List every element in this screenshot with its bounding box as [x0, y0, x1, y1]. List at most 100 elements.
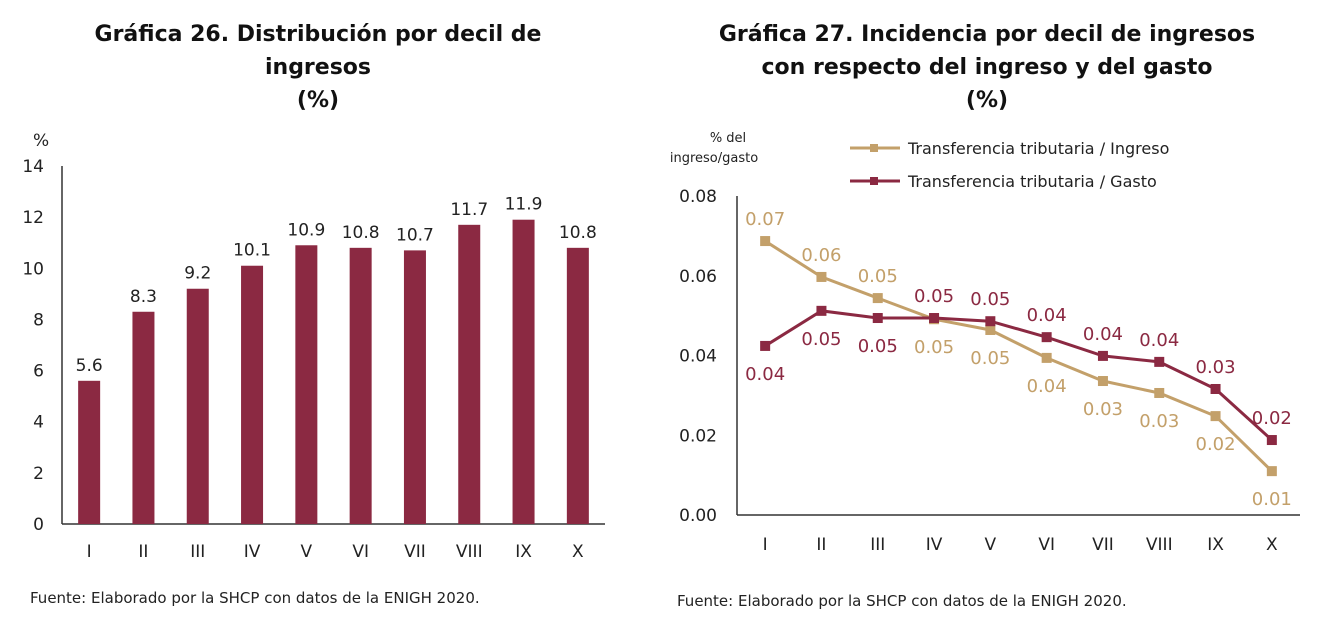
- point-data-label: 0.07: [745, 209, 785, 230]
- chart-26-title-line3: (%): [297, 88, 339, 113]
- y-tick-label: 12: [22, 208, 44, 228]
- x-tick-label: IV: [244, 542, 261, 562]
- legend-label: Transferencia tributaria / Ingreso: [907, 139, 1169, 158]
- bar-data-label: 11.7: [450, 200, 488, 220]
- series-marker: [872, 313, 883, 324]
- series-marker: [1266, 466, 1277, 477]
- x-tick-label: VI: [352, 542, 369, 562]
- y-tick-label: 0.04: [679, 347, 717, 367]
- series-marker: [1210, 411, 1221, 422]
- x-tick-label: VI: [1038, 535, 1055, 555]
- point-data-label: 0.04: [745, 364, 785, 385]
- y-tick-label: 0: [33, 515, 44, 535]
- bar-data-label: 10.1: [233, 241, 271, 261]
- y-tick-label: 2: [33, 464, 44, 484]
- series-marker: [1154, 356, 1165, 367]
- bar-data-label: 10.8: [559, 223, 597, 243]
- series-marker: [760, 236, 771, 247]
- x-tick-label: I: [87, 542, 92, 562]
- bar: [512, 219, 535, 524]
- series-marker: [1154, 387, 1165, 398]
- chart-26-source: Fuente: Elaborado por la SHCP con datos …: [30, 589, 480, 607]
- x-tick-label: I: [763, 535, 768, 555]
- series-line: [764, 239, 1273, 473]
- series-marker: [872, 293, 883, 304]
- point-data-label: 0.02: [1252, 408, 1292, 429]
- point-data-label: 0.02: [1196, 434, 1236, 455]
- x-tick-label: X: [572, 542, 584, 562]
- bar: [132, 311, 155, 524]
- point-data-label: 0.05: [970, 289, 1010, 310]
- bar: [186, 288, 209, 524]
- bar-data-label: 10.7: [396, 225, 434, 245]
- bar-data-label: 8.3: [130, 287, 157, 307]
- bar: [295, 245, 318, 524]
- x-tick-label: X: [1266, 535, 1278, 555]
- legend-marker: [870, 144, 878, 152]
- bar-data-label: 11.9: [505, 195, 543, 215]
- point-data-label: 0.03: [1083, 399, 1123, 420]
- x-tick-label: IX: [515, 542, 532, 562]
- chart-26-title-line2: ingresos: [265, 55, 371, 80]
- series-marker: [816, 305, 827, 316]
- series-marker: [1097, 376, 1108, 387]
- chart-27-title-line2: con respecto del ingreso y del gasto: [762, 55, 1213, 80]
- x-tick-label: VIII: [1146, 535, 1173, 555]
- y-tick-label: 8: [33, 310, 44, 330]
- x-tick-label: II: [816, 535, 826, 555]
- point-data-label: 0.03: [1196, 357, 1236, 378]
- x-tick-label: IV: [926, 535, 943, 555]
- x-tick-label: IX: [1207, 535, 1224, 555]
- chart-27-source: Fuente: Elaborado por la SHCP con datos …: [677, 592, 1127, 610]
- point-data-label: 0.04: [1083, 324, 1123, 345]
- series-marker: [1041, 352, 1052, 363]
- y-tick-label: 0.08: [679, 187, 717, 207]
- series-marker: [1210, 383, 1221, 394]
- bar-data-label: 9.2: [184, 264, 211, 284]
- point-data-label: 0.05: [970, 348, 1010, 369]
- point-data-label: 0.01: [1252, 489, 1292, 510]
- chart-27-y-unit-line1: % del: [710, 131, 746, 146]
- chart-27: Gráfica 27. Incidencia por decil de ingr…: [670, 22, 1300, 610]
- bar: [458, 224, 481, 525]
- bar: [403, 250, 426, 524]
- legend-marker: [870, 177, 878, 185]
- x-tick-label: V: [985, 535, 997, 555]
- bar-data-label: 10.9: [287, 220, 325, 240]
- bar-data-label: 5.6: [76, 356, 103, 376]
- point-data-label: 0.04: [1027, 305, 1067, 326]
- x-tick-label: II: [138, 542, 148, 562]
- y-tick-label: 0.02: [679, 426, 717, 446]
- chart-26-y-unit: %: [33, 131, 49, 151]
- point-data-label: 0.04: [1139, 330, 1179, 351]
- point-data-label: 0.03: [1139, 411, 1179, 432]
- series-marker: [985, 316, 996, 327]
- series-line: [764, 309, 1273, 442]
- series-marker: [1041, 332, 1052, 343]
- point-data-label: 0.05: [858, 266, 898, 287]
- legend-label: Transferencia tributaria / Gasto: [907, 172, 1157, 191]
- series-marker: [760, 340, 771, 351]
- chart-27-title-line3: (%): [966, 88, 1008, 113]
- series-marker: [1266, 435, 1277, 446]
- bar: [349, 247, 372, 525]
- x-tick-label: V: [301, 542, 313, 562]
- point-data-label: 0.05: [801, 329, 841, 350]
- series-marker: [929, 313, 940, 324]
- series-marker: [985, 324, 996, 335]
- x-tick-label: VIII: [456, 542, 483, 562]
- x-tick-label: III: [190, 542, 205, 562]
- bar: [241, 265, 264, 524]
- y-tick-label: 6: [33, 362, 44, 382]
- point-data-label: 0.05: [914, 286, 954, 307]
- chart-26: Gráfica 26. Distribución por decil de in…: [22, 22, 605, 607]
- y-tick-label: 0.06: [679, 267, 717, 287]
- x-tick-label: VII: [404, 542, 426, 562]
- y-tick-label: 4: [33, 413, 44, 433]
- bar-data-label: 10.8: [342, 223, 380, 243]
- chart-27-y-unit-line2: ingreso/gasto: [670, 151, 758, 166]
- y-tick-label: 14: [22, 157, 44, 177]
- chart-26-title-line1: Gráfica 26. Distribución por decil de: [95, 22, 542, 47]
- x-tick-label: III: [870, 535, 885, 555]
- y-tick-label: 0.00: [679, 506, 717, 526]
